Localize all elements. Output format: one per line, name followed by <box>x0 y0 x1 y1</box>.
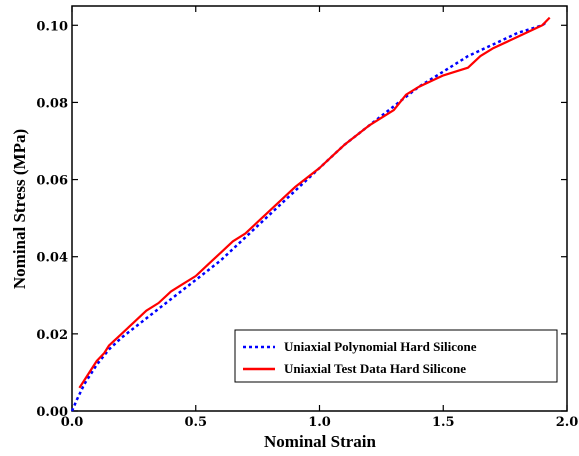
legend: Uniaxial Polynomial Hard Silicone Uniaxi… <box>234 329 558 383</box>
y-axis-title: Nominal Stress (MPa) <box>10 129 29 289</box>
x-tick-label: 1.5 <box>432 415 455 430</box>
x-tick-label: 2.0 <box>556 415 579 430</box>
series-line-test-data <box>78 16 551 389</box>
x-axis: 0.0 0.5 1.0 1.5 2.0 <box>61 6 579 430</box>
x-tick-label: 0.0 <box>61 415 84 430</box>
series-line-polynomial <box>70 20 548 412</box>
x-tick-label: 0.5 <box>184 415 207 430</box>
y-tick-label: 0.04 <box>36 251 68 266</box>
legend-box <box>234 329 558 383</box>
y-tick-label: 0.10 <box>36 19 68 34</box>
y-axis: 0.00 0.02 0.04 0.06 0.08 0.10 <box>36 19 567 420</box>
legend-label-polynomial: Uniaxial Polynomial Hard Silicone <box>284 339 477 354</box>
legend-label-test-data: Uniaxial Test Data Hard Silicone <box>284 361 466 376</box>
y-tick-label: 0.02 <box>36 328 68 343</box>
x-axis-title: Nominal Strain <box>264 432 376 451</box>
y-tick-label: 0.08 <box>36 96 68 111</box>
y-tick-label: 0.00 <box>36 405 68 420</box>
x-tick-label: 1.0 <box>308 415 331 430</box>
y-tick-label: 0.06 <box>36 174 68 189</box>
series-layer <box>70 16 551 412</box>
